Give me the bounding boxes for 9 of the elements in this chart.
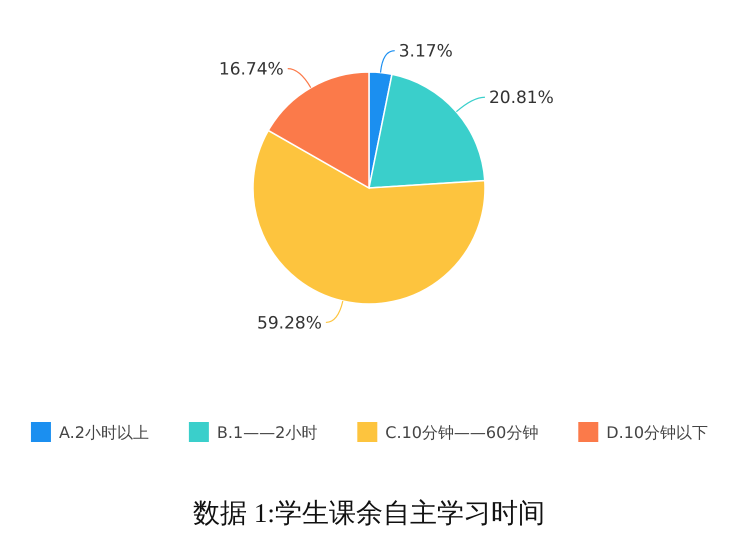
legend-label: D.10分钟以下 xyxy=(606,423,708,442)
data-label: 20.81% xyxy=(488,88,554,108)
data-label: 3.17% xyxy=(398,42,453,62)
legend-label: B.1——2小时 xyxy=(216,423,318,442)
legend-label: A.2小时以上 xyxy=(58,423,149,442)
data-label: 16.74% xyxy=(218,60,284,80)
legend-label: C.10分钟——60分钟 xyxy=(385,423,538,442)
text: 数据 1:学生课余自主学习时间 xyxy=(193,498,545,528)
data-label: 59.28% xyxy=(257,313,322,334)
